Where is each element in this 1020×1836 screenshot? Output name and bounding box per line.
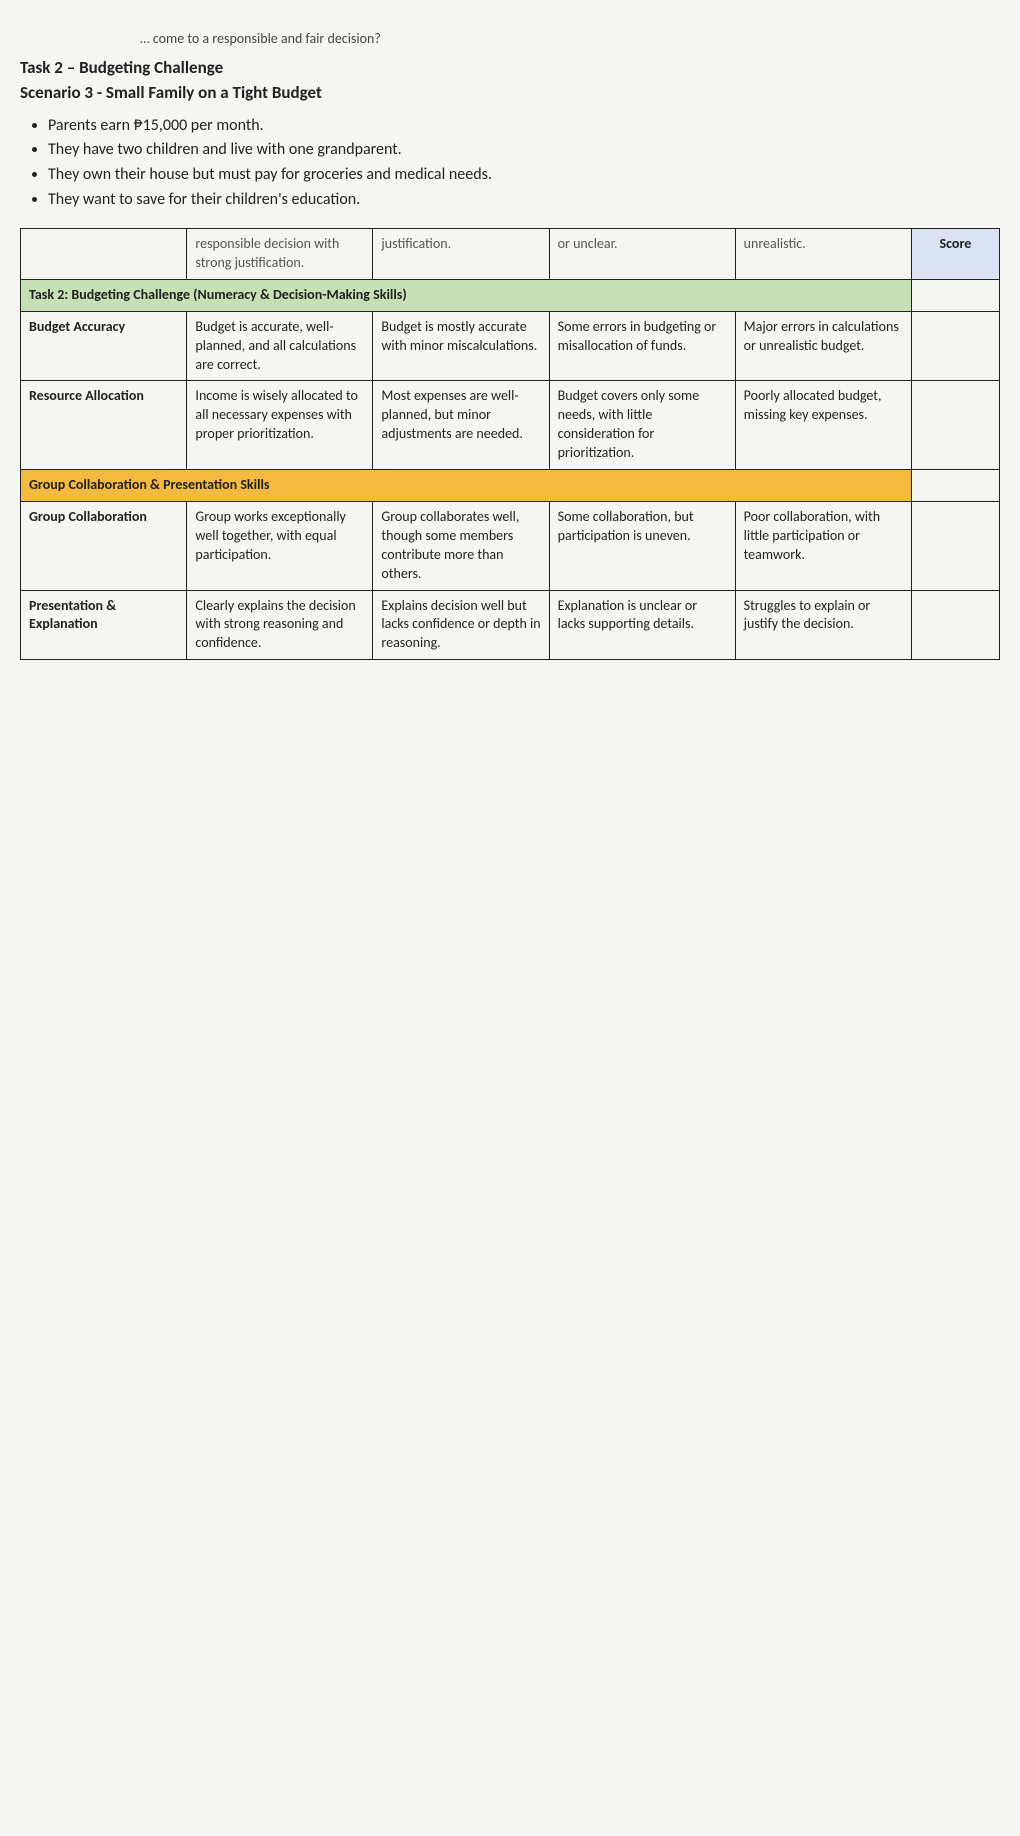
score-cell[interactable] [911,381,999,470]
section-row-task2: Task 2: Budgeting Challenge (Numeracy & … [21,279,1000,311]
section-label: Task 2: Budgeting Challenge (Numeracy & … [21,279,912,311]
rubric-cell: Budget covers only some needs, with litt… [549,381,735,470]
row-label: Group Collaboration [21,501,187,590]
cell-blank [21,229,187,280]
rubric-cell: Budget is mostly accurate with minor mis… [373,311,549,381]
rubric-cell: Budget is accurate, well-planned, and al… [187,311,373,381]
rubric-cell: Group works exceptionally well together,… [187,501,373,590]
cell-partial: justification. [373,229,549,280]
cell-partial: unrealistic. [735,229,911,280]
bullet-item: They want to save for their children's e… [48,189,1000,211]
scenario-bullets: Parents earn ₱15,000 per month. They hav… [48,115,1000,210]
cell-partial: or unclear. [549,229,735,280]
row-label: Resource Allocation [21,381,187,470]
partial-top-row: responsible decision with strong justifi… [21,229,1000,280]
rubric-cell: Income is wisely allocated to all necess… [187,381,373,470]
rubric-cell: Group collaborates well, though some mem… [373,501,549,590]
rubric-cell: Explains decision well but lacks confide… [373,590,549,660]
score-cell[interactable] [911,279,999,311]
rubric-row: Budget Accuracy Budget is accurate, well… [21,311,1000,381]
cutoff-text: … come to a responsible and fair decisio… [20,30,1000,49]
section-row-collab: Group Collaboration & Presentation Skill… [21,470,1000,502]
rubric-cell: Some collaboration, but participation is… [549,501,735,590]
rubric-table: responsible decision with strong justifi… [20,228,1000,660]
score-cell[interactable] [911,590,999,660]
rubric-row: Resource Allocation Income is wisely all… [21,381,1000,470]
rubric-row: Presentation & Explanation Clearly expla… [21,590,1000,660]
rubric-cell: Some errors in budgeting or misallocatio… [549,311,735,381]
rubric-row: Group Collaboration Group works exceptio… [21,501,1000,590]
rubric-cell: Major errors in calculations or unrealis… [735,311,911,381]
row-label: Presentation & Explanation [21,590,187,660]
rubric-cell: Struggles to explain or justify the deci… [735,590,911,660]
rubric-cell: Clearly explains the decision with stron… [187,590,373,660]
score-header: Score [911,229,999,280]
rubric-cell: Most expenses are well-planned, but mino… [373,381,549,470]
bullet-item: They own their house but must pay for gr… [48,164,1000,186]
rubric-cell: Explanation is unclear or lacks supporti… [549,590,735,660]
scenario-title: Scenario 3 - Small Family on a Tight Bud… [20,82,1000,105]
score-cell[interactable] [911,470,999,502]
rubric-cell: Poor collaboration, with little particip… [735,501,911,590]
rubric-cell: Poorly allocated budget, missing key exp… [735,381,911,470]
bullet-item: Parents earn ₱15,000 per month. [48,115,1000,137]
task-title: Task 2 – Budgeting Challenge [20,57,1000,80]
score-cell[interactable] [911,311,999,381]
row-label: Budget Accuracy [21,311,187,381]
bullet-item: They have two children and live with one… [48,139,1000,161]
score-cell[interactable] [911,501,999,590]
section-label: Group Collaboration & Presentation Skill… [21,470,912,502]
cell-partial: responsible decision with strong justifi… [187,229,373,280]
